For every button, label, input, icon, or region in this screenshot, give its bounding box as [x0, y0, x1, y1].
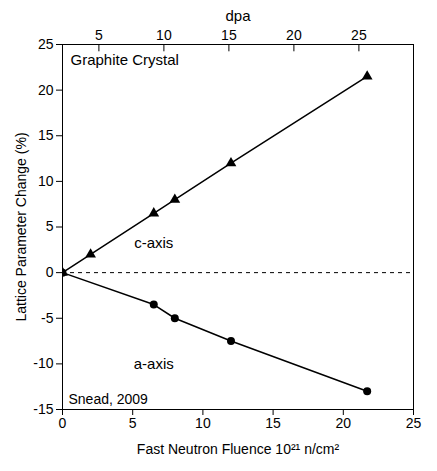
svg-text:15: 15 — [38, 127, 54, 143]
svg-text:20: 20 — [286, 27, 302, 43]
svg-text:25: 25 — [351, 27, 367, 43]
svg-text:Graphite Crystal: Graphite Crystal — [71, 51, 179, 68]
svg-text:5: 5 — [46, 218, 54, 234]
svg-text:10: 10 — [195, 415, 211, 431]
svg-text:15: 15 — [265, 415, 281, 431]
svg-text:Fast Neutron Fluence 10²¹ n/cm: Fast Neutron Fluence 10²¹ n/cm² — [137, 441, 340, 457]
svg-text:0: 0 — [59, 415, 67, 431]
svg-text:Lattice Parameter Change (%): Lattice Parameter Change (%) — [13, 132, 29, 321]
svg-text:5: 5 — [129, 415, 137, 431]
svg-text:20: 20 — [336, 415, 352, 431]
svg-text:c-axis: c-axis — [134, 234, 173, 251]
svg-text:25: 25 — [406, 415, 422, 431]
svg-text:0: 0 — [46, 264, 54, 280]
svg-text:5: 5 — [95, 27, 103, 43]
svg-text:dpa: dpa — [225, 7, 251, 24]
svg-text:10: 10 — [38, 173, 54, 189]
svg-text:15: 15 — [221, 27, 237, 43]
svg-text:-5: -5 — [41, 310, 54, 326]
svg-text:a-axis: a-axis — [134, 355, 174, 372]
svg-text:10: 10 — [156, 27, 172, 43]
svg-text:-15: -15 — [33, 401, 53, 417]
svg-text:25: 25 — [38, 36, 54, 52]
svg-text:Snead, 2009: Snead, 2009 — [69, 391, 149, 407]
svg-text:20: 20 — [38, 82, 54, 98]
svg-text:-10: -10 — [33, 355, 53, 371]
